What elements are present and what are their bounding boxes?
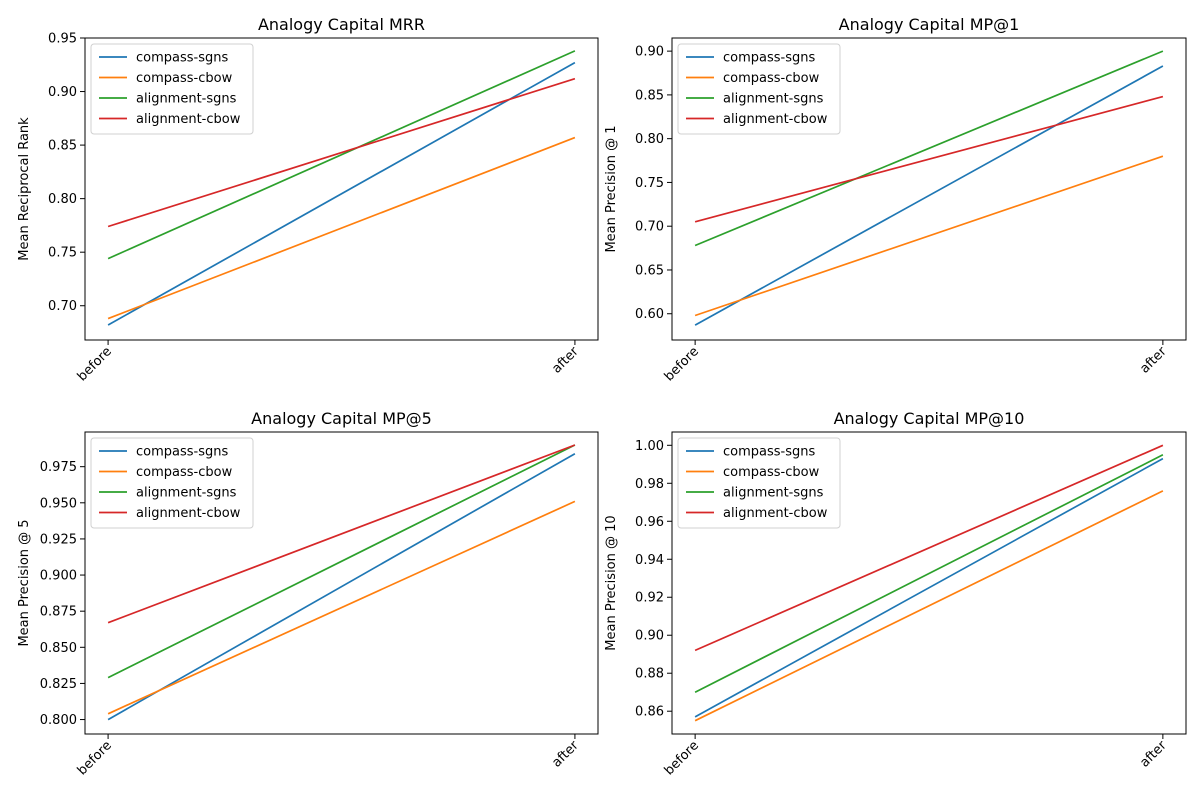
y-tick-label: 0.70 (635, 220, 664, 235)
y-tick-label: 0.875 (40, 605, 77, 620)
legend: compass-sgns compass-cbow alignment-sgns al… (677, 437, 841, 529)
y-tick-label: 0.825 (40, 677, 77, 692)
x-tick-label: after (1137, 344, 1170, 377)
legend-label-alignment-cbow: alignment-cbow (723, 506, 828, 521)
y-axis-label: Mean Reciprocal Rank (17, 117, 32, 261)
legend: compass-sgns compass-cbow alignment-sgns al… (677, 43, 841, 135)
y-axis-label: Mean Precision @ 10 (604, 515, 619, 650)
legend-box (677, 43, 841, 135)
legend-label-compass-cbow: compass-cbow (723, 465, 820, 480)
y-tick-label: 0.975 (40, 460, 77, 475)
axes-frame (84, 37, 599, 341)
chart-title: Analogy Capital MRR (258, 15, 425, 34)
y-tick-label: 0.75 (635, 176, 664, 191)
legend-label-alignment-sgns: alignment-sgns (136, 486, 237, 501)
series-line-compass-cbow (694, 490, 1164, 722)
axes-frame (671, 431, 1187, 735)
y-tick-label: 0.850 (40, 641, 77, 656)
y-tick-label: 0.86 (635, 705, 664, 720)
chart-title: Analogy Capital MP@1 (839, 15, 1020, 34)
chart-panel-2: Analogy Capital MP@1 Mean Precision @ 1 0.… (604, 15, 1187, 384)
y-tick-label: 0.85 (635, 88, 664, 103)
series-line-alignment-sgns (694, 50, 1164, 247)
legend-box (90, 43, 254, 135)
y-tick-label: 0.70 (48, 299, 77, 314)
y-tick-label: 0.60 (635, 307, 664, 322)
legend-label-alignment-sgns: alignment-sgns (723, 486, 824, 501)
legend-label-alignment-cbow: alignment-cbow (136, 112, 241, 127)
legend-label-compass-sgns: compass-sgns (136, 445, 228, 460)
series-line-alignment-cbow (107, 77, 576, 228)
legend-label-compass-cbow: compass-cbow (136, 71, 233, 86)
legend-box (90, 437, 254, 529)
x-tick-label: before (75, 344, 115, 384)
x-tick-label: after (549, 344, 582, 377)
y-tick-label: 0.90 (48, 85, 77, 100)
legend-label-compass-cbow: compass-cbow (723, 71, 820, 86)
y-tick-label: 1.00 (635, 439, 664, 454)
chart-panel-3: Analogy Capital MP@5 Mean Precision @ 5 0.… (17, 409, 599, 778)
legend-label-alignment-sgns: alignment-sgns (723, 92, 824, 107)
legend: compass-sgns compass-cbow alignment-sgns al… (90, 43, 254, 135)
y-tick-label: 0.98 (635, 477, 664, 492)
chart-panel-4: Analogy Capital MP@10 Mean Precision @ 10… (604, 409, 1187, 778)
y-tick-label: 0.95 (48, 32, 77, 47)
y-tick-label: 0.85 (48, 139, 77, 154)
legend-label-alignment-cbow: alignment-cbow (136, 506, 241, 521)
y-axis-label: Mean Precision @ 1 (604, 125, 619, 252)
y-tick-label: 0.80 (635, 132, 664, 147)
y-tick-label: 0.80 (48, 192, 77, 207)
y-tick-label: 0.75 (48, 246, 77, 261)
legend-label-alignment-sgns: alignment-sgns (136, 92, 237, 107)
chart-panel-1: Analogy Capital MRR Mean Reciprocal Rank 0… (17, 15, 599, 384)
x-tick-label: before (75, 738, 115, 778)
x-tick-label: before (662, 738, 702, 778)
y-tick-label: 0.92 (635, 591, 664, 606)
x-tick-label: before (662, 344, 702, 384)
axes-frame (671, 37, 1187, 341)
x-tick-label: after (549, 738, 582, 771)
legend-box (677, 437, 841, 529)
chart-title: Analogy Capital MP@10 (834, 409, 1025, 428)
y-tick-label: 0.800 (40, 713, 77, 728)
legend-label-alignment-cbow: alignment-cbow (723, 112, 828, 127)
y-axis-label: Mean Precision @ 5 (17, 519, 32, 646)
y-tick-label: 0.65 (635, 263, 664, 278)
y-tick-label: 0.96 (635, 515, 664, 530)
series-line-compass-cbow (694, 155, 1164, 317)
series-line-compass-sgns (107, 61, 576, 326)
series-line-compass-cbow (107, 500, 576, 715)
y-tick-label: 0.925 (40, 532, 77, 547)
legend-label-compass-sgns: compass-sgns (723, 51, 815, 66)
legend-label-compass-sgns: compass-sgns (723, 445, 815, 460)
legend-label-compass-sgns: compass-sgns (136, 51, 228, 66)
y-tick-label: 0.900 (40, 569, 77, 584)
series-line-alignment-cbow (694, 95, 1164, 223)
y-tick-label: 0.90 (635, 629, 664, 644)
legend-label-compass-cbow: compass-cbow (136, 465, 233, 480)
series-line-alignment-cbow (694, 444, 1164, 652)
y-tick-label: 0.950 (40, 496, 77, 511)
series-line-compass-cbow (107, 136, 576, 320)
series-line-alignment-cbow (107, 444, 576, 624)
chart-title: Analogy Capital MP@5 (251, 409, 432, 428)
series-line-alignment-sgns (107, 50, 576, 260)
series-line-compass-sgns (107, 452, 576, 721)
series-line-compass-sgns (694, 65, 1164, 326)
axes-frame (84, 431, 599, 735)
x-tick-label: after (1137, 738, 1170, 771)
y-tick-label: 0.88 (635, 667, 664, 682)
series-line-alignment-sgns (694, 454, 1164, 693)
legend: compass-sgns compass-cbow alignment-sgns al… (90, 437, 254, 529)
y-tick-label: 0.90 (635, 45, 664, 60)
series-line-compass-sgns (694, 457, 1164, 718)
series-line-alignment-sgns (107, 444, 576, 679)
y-tick-label: 0.94 (635, 553, 664, 568)
